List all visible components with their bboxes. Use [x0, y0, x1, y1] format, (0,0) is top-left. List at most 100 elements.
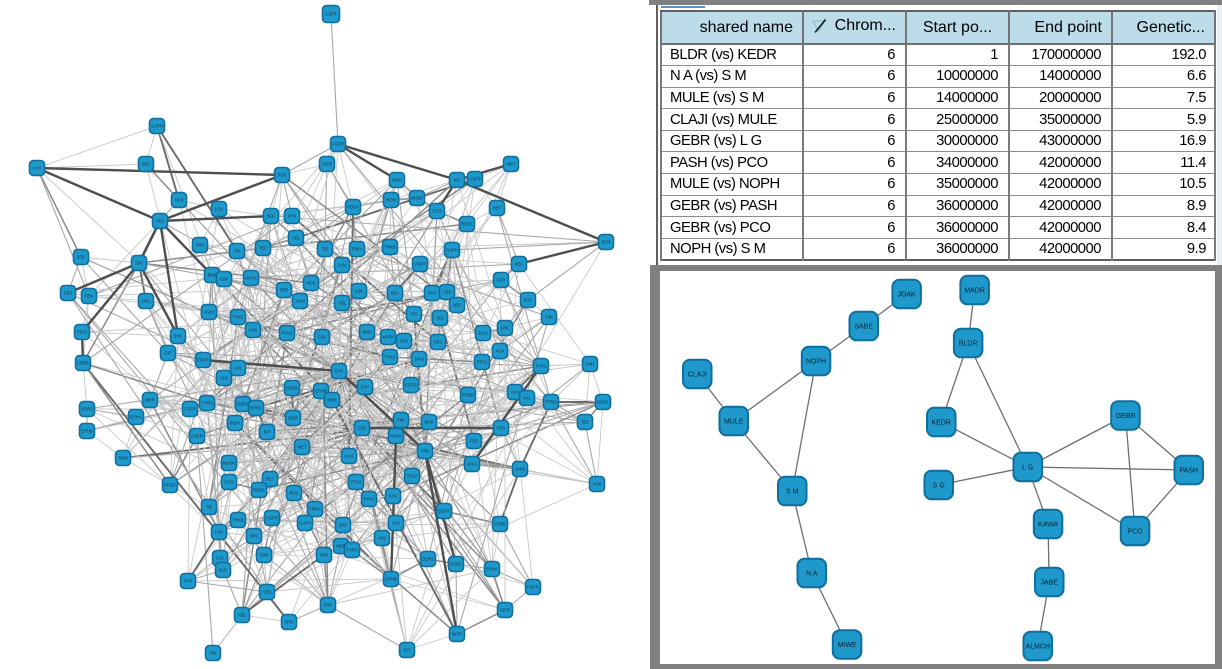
svg-text:DDR2: DDR2: [81, 407, 93, 412]
svg-text:SYK: SYK: [174, 334, 183, 339]
svg-text:TYRO: TYRO: [346, 548, 358, 553]
svg-text:JAK2: JAK2: [478, 331, 489, 336]
svg-text:ITK: ITK: [234, 249, 241, 254]
svg-text:MET: MET: [298, 445, 307, 450]
svg-text:DDR1: DDR1: [422, 557, 434, 562]
svg-text:FLT3: FLT3: [432, 209, 442, 214]
svg-text:LYN: LYN: [338, 263, 346, 268]
svg-text:RET: RET: [266, 477, 275, 482]
svg-text:JOAK: JOAK: [897, 292, 916, 299]
svg-text:EPHA: EPHA: [250, 406, 262, 411]
svg-text:IGFR: IGFR: [322, 162, 332, 167]
svg-text:ITK: ITK: [210, 651, 217, 656]
svg-text:FGFR: FGFR: [184, 407, 195, 412]
svg-text:JAK1: JAK1: [344, 454, 355, 459]
svg-text:ACK: ACK: [496, 349, 505, 354]
svg-text:DDR1: DDR1: [237, 402, 249, 407]
svg-text:FER: FER: [400, 339, 408, 344]
svg-text:CSK: CSK: [358, 426, 367, 431]
svg-text:ALMCH: ALMCH: [1026, 644, 1051, 651]
svg-text:ERBB: ERBB: [494, 522, 506, 527]
svg-text:JABE: JABE: [1040, 580, 1058, 587]
svg-text:LYN: LYN: [215, 530, 223, 535]
svg-text:MER: MER: [327, 398, 336, 403]
svg-text:ALK: ALK: [511, 390, 519, 395]
svg-text:INSR: INSR: [392, 178, 402, 183]
svg-text:PTK2: PTK2: [77, 330, 88, 335]
svg-text:BTK: BTK: [77, 255, 85, 260]
svg-text:RON: RON: [386, 198, 395, 203]
svg-text:TYK2: TYK2: [407, 474, 418, 479]
svg-text:AXL: AXL: [234, 366, 243, 371]
svg-text:SYK: SYK: [335, 369, 344, 374]
svg-text:PASH: PASH: [1179, 468, 1198, 475]
svg-text:ACK: ACK: [593, 482, 602, 487]
svg-text:KIT: KIT: [404, 648, 411, 653]
svg-text:S M: S M: [786, 489, 799, 496]
svg-text:RET: RET: [493, 206, 502, 211]
svg-text:BTK: BTK: [324, 603, 332, 608]
svg-text:PDGF: PDGF: [164, 483, 176, 488]
svg-text:DDR2: DDR2: [286, 386, 298, 391]
svg-text:ALK: ALK: [220, 376, 228, 381]
svg-text:JAK3: JAK3: [204, 310, 215, 315]
svg-text:ERBB: ERBB: [77, 361, 89, 366]
svg-text:SABE: SABE: [854, 324, 873, 331]
svg-text:CLAJI: CLAJI: [688, 372, 707, 379]
svg-text:ABL: ABL: [338, 301, 347, 306]
svg-text:JAK3: JAK3: [414, 357, 425, 362]
svg-text:KEDR: KEDR: [931, 420, 950, 427]
svg-text:BLK: BLK: [267, 214, 275, 219]
svg-text:BMX: BMX: [424, 420, 433, 425]
svg-text:TXK: TXK: [545, 315, 553, 320]
svg-text:EPHA: EPHA: [130, 415, 142, 420]
svg-text:ALK: ALK: [392, 521, 400, 526]
svg-text:KIT: KIT: [264, 430, 271, 435]
svg-text:ITK: ITK: [411, 312, 418, 317]
svg-text:BLDR: BLDR: [959, 341, 978, 348]
svg-text:L G: L G: [1022, 465, 1033, 472]
svg-text:MUSK: MUSK: [411, 196, 423, 201]
svg-text:AXL: AXL: [378, 536, 387, 541]
svg-text:TYRO: TYRO: [545, 400, 557, 405]
svg-text:FER: FER: [497, 426, 505, 431]
svg-text:INSR: INSR: [230, 421, 240, 426]
svg-text:BLK: BLK: [391, 291, 399, 296]
svg-text:TIE: TIE: [206, 505, 213, 510]
svg-text:SRC: SRC: [142, 162, 151, 167]
svg-text:FGR: FGR: [278, 173, 287, 178]
svg-text:TYK2: TYK2: [385, 355, 396, 360]
svg-text:FRK: FRK: [85, 294, 94, 299]
svg-text:ERBB: ERBB: [462, 393, 474, 398]
svg-text:JAK1: JAK1: [141, 299, 152, 304]
svg-text:IGFR: IGFR: [500, 608, 510, 613]
svg-text:BMX: BMX: [362, 330, 371, 335]
svg-text:TEC: TEC: [436, 316, 444, 321]
svg-text:NOPH: NOPH: [806, 359, 826, 366]
svg-text:JAK3: JAK3: [515, 467, 526, 472]
svg-text:KAWA: KAWA: [1038, 522, 1058, 529]
svg-text:LYN: LYN: [33, 166, 41, 171]
svg-text:FRK: FRK: [421, 449, 430, 454]
svg-text:MATK: MATK: [245, 276, 257, 281]
svg-text:TYRO: TYRO: [201, 401, 213, 406]
svg-text:KIT: KIT: [454, 178, 461, 183]
svg-text:EPHB: EPHB: [315, 389, 327, 394]
svg-text:FYN: FYN: [288, 214, 296, 219]
svg-text:CSK: CSK: [318, 335, 327, 340]
svg-text:ARG: ARG: [284, 620, 293, 625]
svg-text:AXL: AXL: [523, 396, 532, 401]
svg-text:GEBR: GEBR: [1116, 413, 1136, 420]
svg-text:TRKA: TRKA: [309, 507, 320, 512]
svg-text:N A: N A: [806, 571, 818, 578]
svg-text:ZAP: ZAP: [339, 523, 347, 528]
svg-text:MADR: MADR: [964, 288, 985, 295]
svg-text:JAK2: JAK2: [295, 299, 306, 304]
svg-text:TXK: TXK: [397, 418, 405, 423]
svg-text:TRKB: TRKB: [384, 245, 395, 250]
svg-text:ABL: ABL: [238, 613, 247, 618]
svg-text:IGFR: IGFR: [288, 416, 298, 421]
svg-text:HCK: HCK: [175, 198, 184, 203]
svg-text:PYK2: PYK2: [364, 497, 375, 502]
svg-text:HCK: HCK: [307, 281, 316, 286]
